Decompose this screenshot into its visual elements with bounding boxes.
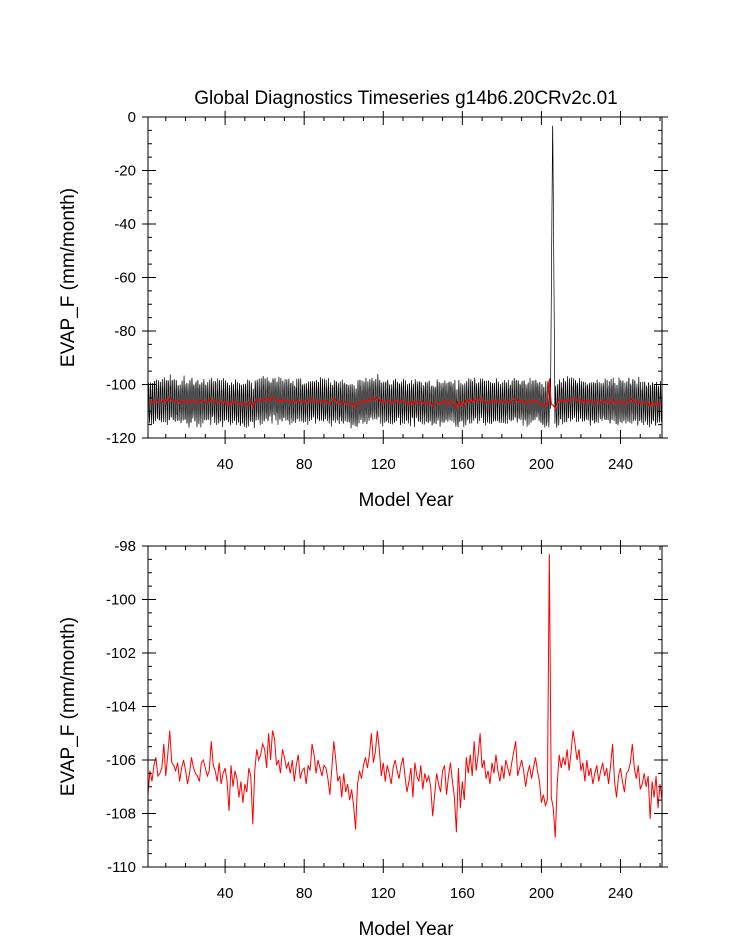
x-axis-label: Model Year xyxy=(358,490,454,511)
x-tick-label: 80 xyxy=(296,456,313,473)
x-tick-label: 120 xyxy=(371,885,396,902)
x-tick-label: 240 xyxy=(608,456,633,473)
bottom-panel: 40 80 120 160 200 240 -98 -100 -102 -104 -106 -108 -… xyxy=(58,538,668,940)
x-tick-label: 80 xyxy=(296,885,313,902)
x-tick-label: 160 xyxy=(450,885,475,902)
chart-title: Global Diagnostics Timeseries g14b6.20CR… xyxy=(194,88,618,109)
x-tick-label: 40 xyxy=(217,885,234,902)
y-tick-label: 0 xyxy=(128,109,136,126)
x-tick-label: 200 xyxy=(529,885,554,902)
y-tick-label: -80 xyxy=(114,323,136,340)
y-tick-label: -100 xyxy=(106,592,136,609)
plot-area xyxy=(148,125,662,429)
x-tick-label: 120 xyxy=(371,456,396,473)
y-tick-label: -40 xyxy=(114,216,136,233)
plot-area xyxy=(148,554,662,838)
x-tick-label: 200 xyxy=(529,456,554,473)
series-monthly xyxy=(148,125,662,429)
y-tick-label: -104 xyxy=(106,699,136,716)
y-tick-label: -120 xyxy=(106,430,136,447)
y-tick-label: -108 xyxy=(106,806,136,823)
x-tick-label: 160 xyxy=(450,456,475,473)
x-axis-label: Model Year xyxy=(358,919,454,940)
x-tick-label: 40 xyxy=(217,456,234,473)
y-tick-label: -110 xyxy=(107,859,136,876)
y-axis-label: EVAP_F (mm/month) xyxy=(58,188,79,367)
y-tick-label: -98 xyxy=(114,538,136,555)
y-tick-label: -20 xyxy=(114,163,136,180)
y-tick-label: -60 xyxy=(114,270,136,287)
y-tick-label: -106 xyxy=(106,752,136,769)
y-axis-label: EVAP_F (mm/month) xyxy=(58,617,79,796)
y-tick-label: -100 xyxy=(106,377,136,394)
plot-frame xyxy=(147,545,663,868)
series-annual-mean xyxy=(148,554,662,838)
x-tick-label: 240 xyxy=(608,885,633,902)
top-panel: 40 80 120 160 200 240 0 -20 -40 -60 -80 -100 -120 Mod… xyxy=(58,109,668,511)
y-tick-label: -102 xyxy=(106,645,136,662)
series-annual-mean xyxy=(148,379,662,410)
